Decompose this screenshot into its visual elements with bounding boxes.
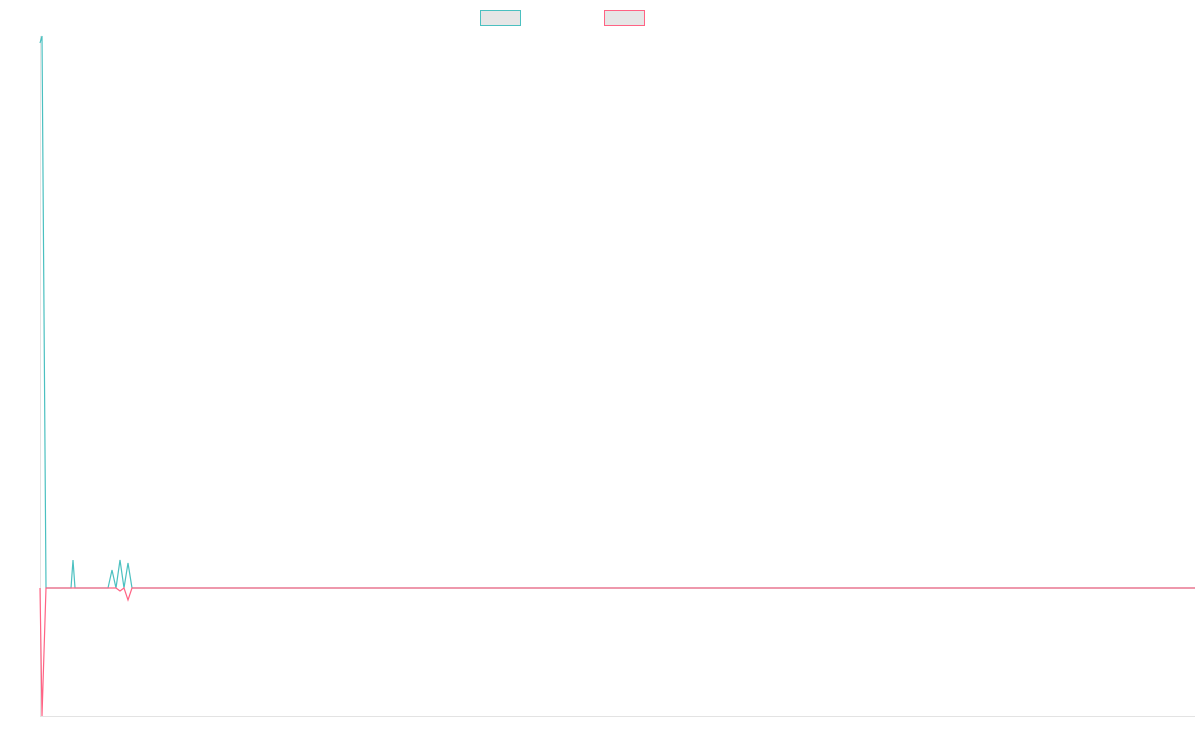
line-series (39, 35, 1195, 589)
legend-swatch[interactable] (604, 10, 645, 26)
line-series (39, 587, 1195, 717)
legend-swatch[interactable] (480, 10, 521, 26)
